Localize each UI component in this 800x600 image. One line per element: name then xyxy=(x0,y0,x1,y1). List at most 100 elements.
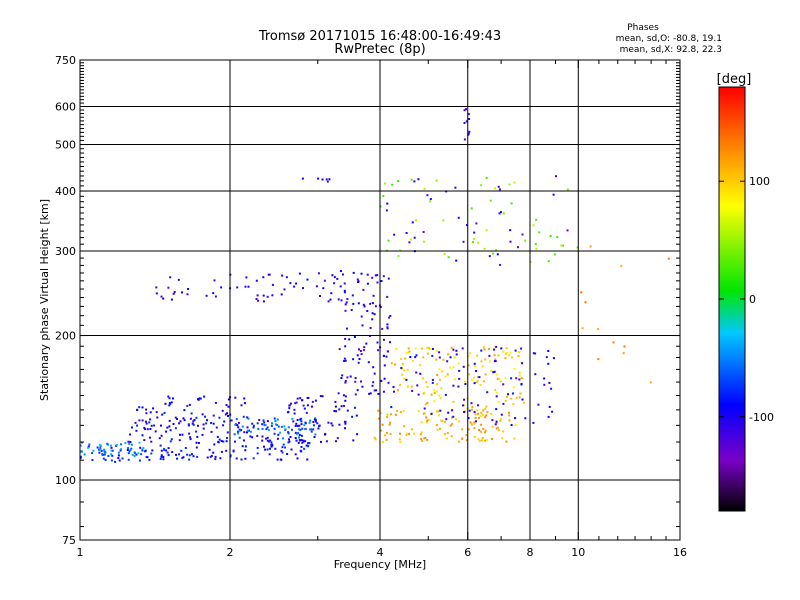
data-point-1-77 xyxy=(264,448,267,451)
data-point-11-28 xyxy=(495,420,498,423)
data-point-10-14 xyxy=(447,353,450,356)
data-point-9-103 xyxy=(485,439,488,441)
data-point-9-61 xyxy=(405,434,408,437)
data-point-1-23 xyxy=(297,441,300,444)
data-point-7-42 xyxy=(368,392,371,395)
data-point-11-30 xyxy=(500,347,503,350)
data-point-1-12 xyxy=(306,458,309,461)
data-point-3-59 xyxy=(169,429,172,432)
data-point-11-50 xyxy=(510,424,513,426)
data-point-1-61 xyxy=(190,453,193,456)
data-point-7-3 xyxy=(379,306,382,308)
data-point-10-23 xyxy=(518,396,521,399)
data-point-1-35 xyxy=(195,446,198,449)
data-point-14-3 xyxy=(649,381,652,384)
data-point-3-49 xyxy=(263,421,266,424)
data-point-4-35 xyxy=(274,420,277,423)
data-point-11-22 xyxy=(502,383,505,386)
data-point-8-41 xyxy=(236,286,239,289)
data-point-8-54 xyxy=(177,278,180,281)
data-point-9-53 xyxy=(479,430,482,433)
data-point-8-33 xyxy=(306,278,309,281)
data-point-3-39 xyxy=(149,418,152,421)
data-point-10-88 xyxy=(504,377,507,379)
data-point-1-45 xyxy=(181,457,184,459)
data-point-10-96 xyxy=(481,365,484,368)
data-point-1-59 xyxy=(214,455,217,458)
data-point-7-101 xyxy=(366,282,369,285)
data-point-5-41 xyxy=(204,415,206,418)
data-point-9-8 xyxy=(484,429,487,432)
x-axis-label: Frequency [MHz] xyxy=(334,558,426,571)
data-point-9-117 xyxy=(478,429,481,431)
x-tick-label-2: 2 xyxy=(227,546,234,559)
data-point-7-68 xyxy=(360,272,363,275)
data-point-11-93 xyxy=(446,360,449,363)
data-point-3-112 xyxy=(149,428,152,430)
data-point-2-22 xyxy=(140,453,143,456)
data-point-7-49 xyxy=(389,341,391,344)
y-axis: 75 100 200 300 400 500 600 750 xyxy=(55,54,680,547)
data-point-5-3 xyxy=(168,404,171,407)
data-point-0-36 xyxy=(110,446,113,449)
data-point-0-31 xyxy=(159,444,162,447)
data-point-2-35 xyxy=(80,450,83,453)
data-point-4-31 xyxy=(235,418,238,421)
data-point-5-37 xyxy=(227,405,230,408)
data-point-11-43 xyxy=(470,402,473,405)
data-point-15-2 xyxy=(325,178,328,181)
data-point-7-52 xyxy=(383,338,385,341)
data-point-11-12 xyxy=(409,356,412,358)
data-point-1-40 xyxy=(305,444,308,447)
data-point-3-11 xyxy=(176,418,178,420)
data-point-4-18 xyxy=(275,423,277,426)
data-point-12-32 xyxy=(480,184,483,187)
data-point-10-89 xyxy=(483,348,486,351)
data-point-10-10 xyxy=(390,362,393,365)
data-point-14-6 xyxy=(623,345,626,348)
data-point-9-98 xyxy=(437,414,440,417)
data-point-10-8 xyxy=(405,352,408,354)
data-point-4-24 xyxy=(301,427,304,430)
data-point-11-32 xyxy=(492,371,495,374)
data-point-1-22 xyxy=(206,456,209,459)
data-point-4-2 xyxy=(298,436,300,439)
data-point-3-34 xyxy=(302,439,305,442)
data-point-10-127 xyxy=(490,370,493,372)
data-point-13-31 xyxy=(413,180,416,183)
data-point-8-9 xyxy=(298,272,301,275)
data-point-1-38 xyxy=(210,454,213,457)
data-point-11-47 xyxy=(438,351,441,354)
data-point-6-29 xyxy=(324,433,326,436)
data-point-3-47 xyxy=(168,425,171,428)
data-point-2-24 xyxy=(103,448,106,451)
data-point-7-93 xyxy=(344,380,347,382)
data-point-10-114 xyxy=(494,358,497,361)
data-point-9-64 xyxy=(437,410,440,413)
data-point-12-30 xyxy=(495,249,497,251)
data-point-9-63 xyxy=(374,438,377,441)
data-point-9-13 xyxy=(458,440,460,443)
data-point-3-117 xyxy=(288,440,291,443)
data-point-7-97 xyxy=(386,323,389,326)
data-point-12-49 xyxy=(556,236,559,239)
data-point-10-22 xyxy=(419,364,422,367)
data-point-3-100 xyxy=(304,421,307,424)
data-point-9-32 xyxy=(495,422,498,425)
data-point-13-22 xyxy=(454,186,457,189)
data-point-12-20 xyxy=(470,207,473,210)
data-point-1-0 xyxy=(213,443,216,446)
data-point-10-16 xyxy=(505,347,508,349)
data-point-9-66 xyxy=(495,427,498,430)
data-point-3-4 xyxy=(268,440,270,443)
data-point-9-107 xyxy=(396,410,399,412)
data-point-16-7 xyxy=(468,130,471,133)
data-point-12-24 xyxy=(399,249,402,252)
data-point-4-36 xyxy=(298,428,301,431)
data-point-15-3 xyxy=(301,177,304,180)
data-point-12-9 xyxy=(477,241,480,244)
data-point-12-17 xyxy=(472,237,475,240)
data-point-9-83 xyxy=(423,412,426,415)
data-point-1-33 xyxy=(195,441,198,444)
